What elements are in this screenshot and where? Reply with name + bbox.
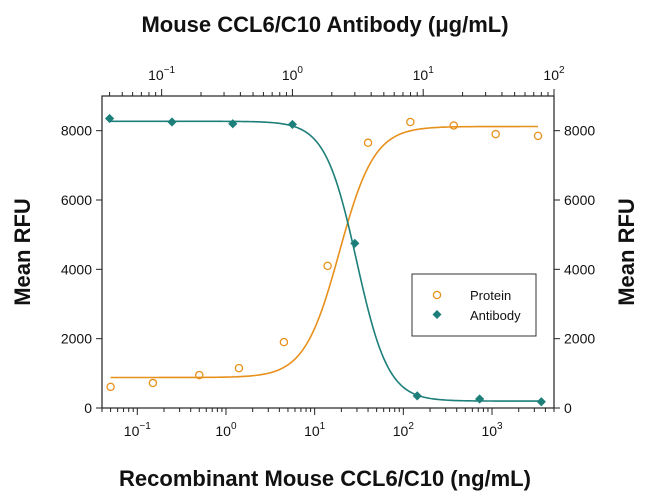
legend-box [411, 273, 537, 337]
protein-data-point [195, 370, 204, 380]
protein-data-point [323, 261, 332, 271]
y-tick-label-right: 8000 [564, 123, 595, 139]
plot-layer: 0 0 2000 2000 4000 4000 6000 6000 8000 8000 10−1 10… [61, 65, 596, 439]
antibody-data-point [536, 397, 546, 407]
antibody-data-point [228, 119, 238, 129]
protein-data-point [234, 363, 244, 373]
x-bottom-tick-label: 101 [304, 421, 326, 439]
y-tick-label-left: 0 [84, 400, 92, 416]
y-tick-label-right: 0 [564, 400, 572, 416]
top-axis-title: Mouse CCL6/C10 Antibody (μg/mL) [141, 12, 508, 37]
antibody-data-point [350, 238, 360, 248]
y-tick-label-left: 8000 [61, 123, 92, 139]
bottom-axis-title: Recombinant Mouse CCL6/C10 (ng/mL) [119, 466, 531, 491]
plot-frame [101, 95, 555, 409]
y-tick-label-left: 6000 [61, 192, 92, 208]
antibody-data-point [287, 119, 298, 130]
y-tick-label-left: 4000 [61, 261, 92, 277]
right-axis-title: Mean RFU [614, 198, 639, 306]
protein-data-point [449, 121, 458, 130]
protein-data-point [279, 337, 289, 347]
y-tick-label-left: 2000 [61, 331, 92, 347]
x-top-tick-label: 102 [543, 65, 565, 83]
legend-protein-marker [432, 290, 442, 300]
protein-fit-curve [110, 125, 538, 379]
x-top-tick-label: 100 [282, 65, 304, 83]
x-bottom-tick-label: 100 [215, 421, 237, 439]
x-bottom-tick-label: 10−1 [124, 421, 151, 439]
antibody-data-point [167, 117, 177, 127]
x-bottom-tick-label: 102 [393, 421, 415, 439]
legend: Protein Antibody [411, 273, 537, 337]
antibody-data-point [475, 394, 485, 404]
x-top-tick-label: 101 [413, 65, 435, 83]
left-axis-title: Mean RFU [10, 198, 35, 306]
antibody-fit-curve [109, 120, 542, 402]
protein-data-point [533, 131, 543, 141]
protein-data-point [106, 382, 115, 392]
x-bottom-tick-label: 103 [481, 421, 503, 439]
antibody-data-point [104, 113, 115, 124]
legend-antibody-label: Antibody [470, 308, 521, 323]
protein-data-point [406, 117, 415, 127]
protein-data-point [148, 378, 158, 388]
x-top-tick-label: 10−1 [148, 65, 175, 83]
protein-data-point [491, 129, 500, 139]
legend-protein-label: Protein [470, 288, 511, 303]
antibody-data-point [412, 391, 422, 401]
legend-antibody-marker [432, 310, 442, 319]
y-tick-label-right: 6000 [564, 192, 595, 208]
y-tick-label-right: 2000 [564, 331, 595, 347]
y-tick-label-right: 4000 [564, 261, 595, 277]
protein-data-point [363, 138, 373, 148]
